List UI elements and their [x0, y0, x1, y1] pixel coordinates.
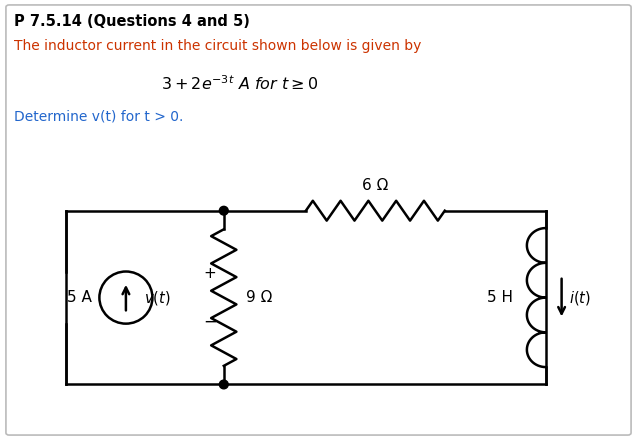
- Text: 9 Ω: 9 Ω: [246, 290, 272, 305]
- Text: The inductor current in the circuit shown below is given by: The inductor current in the circuit show…: [14, 39, 422, 53]
- Text: 5 H: 5 H: [487, 290, 513, 305]
- Circle shape: [219, 206, 228, 215]
- Text: Determine v(t) for t > 0.: Determine v(t) for t > 0.: [14, 110, 183, 124]
- Text: $3 + 2e^{-3t}$$\ A\ for\ t \geq 0$: $3 + 2e^{-3t}$$\ A\ for\ t \geq 0$: [161, 74, 318, 93]
- Text: $i(t)$: $i(t)$: [569, 289, 591, 307]
- Text: 6 Ω: 6 Ω: [362, 178, 389, 193]
- Text: $v(t)$: $v(t)$: [143, 289, 170, 307]
- Text: −: −: [203, 312, 217, 330]
- Text: 5 A: 5 A: [67, 290, 92, 305]
- Text: +: +: [203, 267, 217, 282]
- Circle shape: [219, 380, 228, 389]
- Text: P 7.5.14 (Questions 4 and 5): P 7.5.14 (Questions 4 and 5): [14, 14, 250, 29]
